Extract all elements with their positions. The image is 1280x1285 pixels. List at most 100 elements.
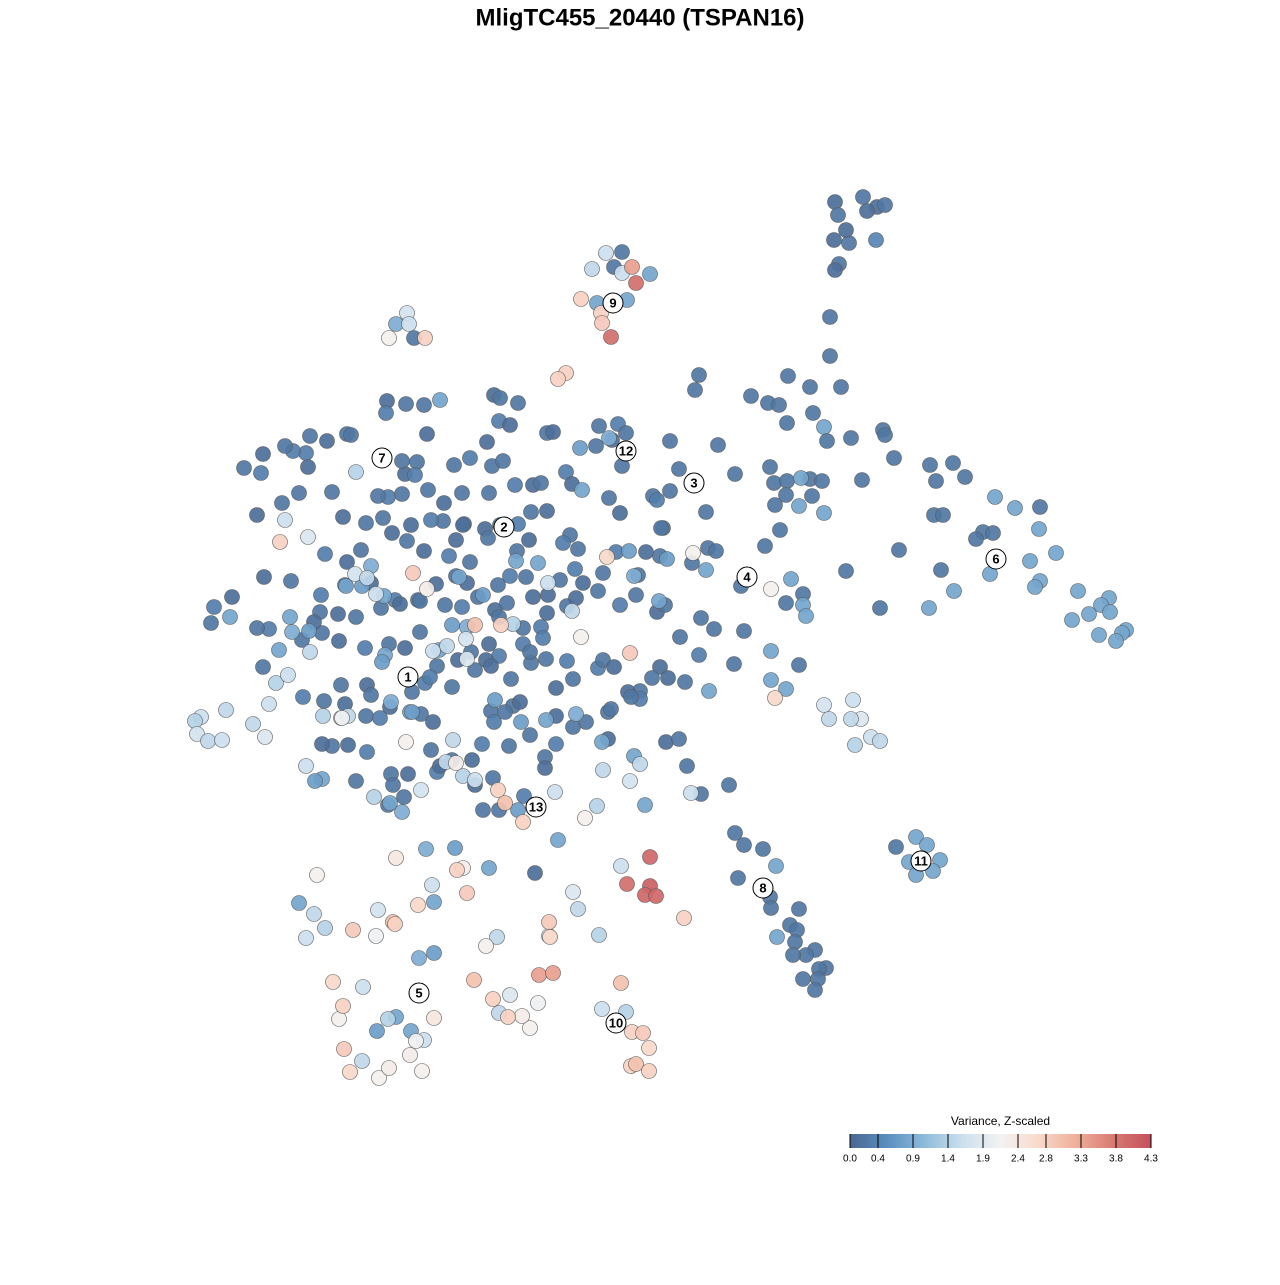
point — [827, 262, 843, 278]
point — [658, 734, 674, 750]
point — [595, 652, 611, 668]
point — [701, 683, 717, 699]
point — [677, 674, 693, 690]
point — [394, 453, 410, 469]
point — [335, 998, 351, 1014]
point — [757, 538, 773, 554]
point — [189, 726, 205, 742]
point — [613, 858, 629, 874]
cluster-marker — [525, 796, 547, 818]
point — [422, 669, 438, 685]
point — [779, 473, 795, 489]
point — [307, 773, 323, 789]
colorbar-tick-label: 1.9 — [976, 1154, 990, 1165]
point — [423, 512, 439, 528]
point — [342, 1064, 358, 1080]
point — [444, 679, 460, 695]
point — [485, 991, 501, 1007]
point — [659, 551, 675, 567]
point — [314, 736, 330, 752]
point — [255, 659, 271, 675]
point — [768, 858, 784, 874]
colorbar-title: Variance, Z-scaled — [951, 1114, 1050, 1128]
colorbar-tick-label: 3.3 — [1074, 1154, 1088, 1165]
point — [570, 901, 586, 917]
point — [249, 507, 265, 523]
point — [236, 460, 252, 476]
point — [547, 784, 563, 800]
point — [271, 642, 287, 658]
point — [464, 752, 480, 768]
point — [372, 710, 388, 726]
point — [381, 1060, 397, 1076]
colorbar-tick-label: 3.8 — [1109, 1154, 1123, 1165]
point — [382, 795, 398, 811]
point — [383, 694, 399, 710]
point — [407, 467, 423, 483]
point — [632, 756, 648, 772]
point — [436, 495, 452, 511]
point — [408, 1033, 424, 1049]
point — [612, 597, 628, 613]
point — [590, 583, 606, 599]
point — [475, 587, 491, 603]
point — [648, 888, 664, 904]
point — [493, 617, 509, 633]
point — [502, 987, 518, 1003]
point — [783, 571, 799, 587]
point — [855, 189, 871, 205]
point — [706, 621, 722, 637]
point — [425, 643, 441, 659]
colorbar-gradient — [850, 1134, 1151, 1148]
point — [518, 569, 534, 585]
point — [672, 629, 688, 645]
point — [513, 714, 529, 730]
cluster-label: 11 — [914, 853, 928, 868]
point — [708, 543, 724, 559]
point — [203, 615, 219, 631]
point — [418, 841, 434, 857]
point — [291, 485, 307, 501]
point — [313, 587, 329, 603]
point — [398, 396, 414, 412]
point — [730, 870, 746, 886]
point — [404, 704, 420, 720]
point — [380, 1011, 396, 1027]
point — [641, 1040, 657, 1056]
point — [872, 600, 888, 616]
point — [538, 651, 554, 667]
colorbar-tick-label: 2.4 — [1011, 1154, 1025, 1165]
point — [399, 533, 415, 549]
point — [417, 330, 433, 346]
point — [575, 575, 591, 591]
point — [570, 541, 586, 557]
point — [767, 497, 783, 513]
point — [370, 488, 386, 504]
colorbar-tick-label: 4.3 — [1144, 1154, 1158, 1165]
point — [359, 744, 375, 760]
point — [447, 840, 463, 856]
point — [771, 397, 787, 413]
point — [387, 916, 403, 932]
point — [218, 702, 234, 718]
chart-title: MligTC455_20440 (TSPAN16) — [475, 4, 804, 31]
cluster-marker — [736, 566, 758, 588]
point — [1081, 606, 1097, 622]
point — [481, 485, 497, 501]
colorbar-tick-label: 2.8 — [1039, 1154, 1053, 1165]
point — [283, 573, 299, 589]
point — [467, 772, 483, 788]
point — [679, 758, 695, 774]
point — [497, 795, 513, 811]
point — [416, 543, 432, 559]
point — [763, 900, 779, 916]
point — [545, 965, 561, 981]
point — [490, 577, 506, 593]
point — [1022, 553, 1038, 569]
point — [462, 450, 478, 466]
point — [409, 454, 425, 470]
point — [336, 1041, 352, 1057]
point — [358, 708, 374, 724]
point — [548, 736, 564, 752]
point — [466, 972, 482, 988]
